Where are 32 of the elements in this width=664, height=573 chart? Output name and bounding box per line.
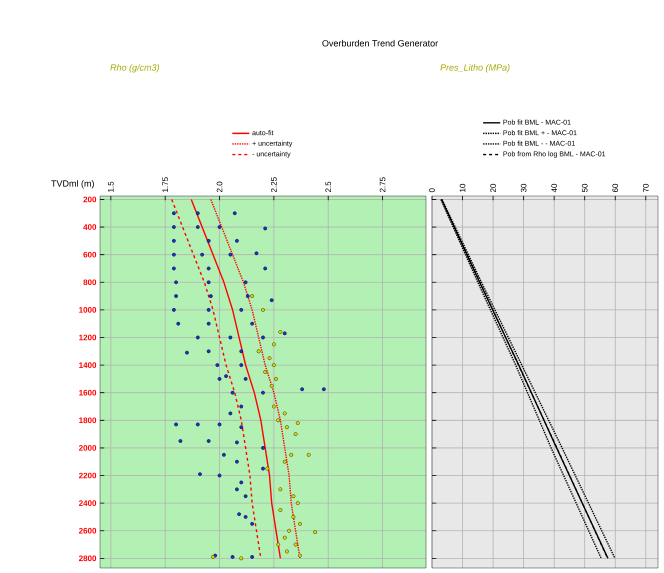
y-tick-label: 400: [83, 224, 96, 230]
x-tick-label: 50: [582, 184, 588, 192]
y-tick-label: 2800: [78, 556, 96, 562]
y-tick-label: 800: [83, 279, 96, 286]
x-tick-label: 60: [612, 184, 618, 192]
x-tick-label: 0: [429, 188, 435, 192]
x-tick-label: 30: [520, 184, 526, 192]
x-tick-label: 40: [551, 184, 557, 192]
y-tick-label: 1200: [79, 334, 96, 340]
x-tick-label: 1.75: [162, 177, 168, 192]
x-tick-label: 1.5: [108, 182, 114, 192]
chart-title: Overburden Trend Generator: [322, 40, 438, 46]
y-tick-label: 2400: [78, 500, 96, 506]
x-tick-label: 70: [642, 184, 649, 192]
y-tick-label: 2000: [78, 445, 96, 451]
y-tick-label: 2200: [78, 472, 96, 478]
y-axis-title: TVDml (m): [51, 180, 94, 188]
y-tick-label: 2600: [78, 528, 96, 534]
x-tick-label: 10: [460, 184, 466, 192]
x-tick-label: 2.5: [325, 182, 332, 192]
y-tick-label: 1000: [79, 307, 96, 313]
x-tick-label: 20: [490, 184, 496, 192]
y-tick-label: 1800: [79, 417, 96, 424]
y-tick-label: 1600: [79, 390, 96, 396]
x-tick-label: 2.75: [380, 177, 386, 192]
y-tick-label: 1400: [79, 362, 96, 368]
x-axis-title: Pres_Litho (MPa): [440, 64, 510, 72]
x-axis-title: Rho (g/cm3): [110, 64, 160, 72]
x-tick-label: 2.25: [271, 177, 277, 192]
y-tick-label: 200: [83, 196, 96, 202]
x-tick-label: 2.0: [216, 182, 222, 192]
y-tick-label: 600: [83, 252, 96, 258]
